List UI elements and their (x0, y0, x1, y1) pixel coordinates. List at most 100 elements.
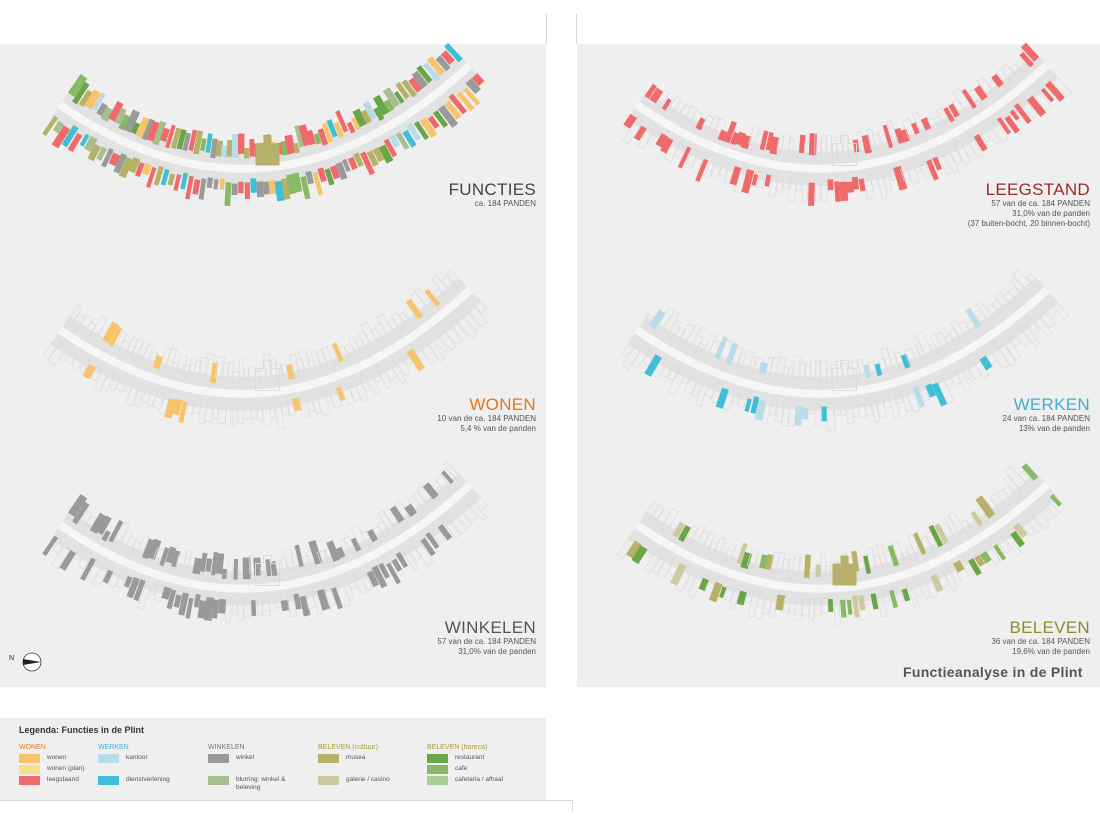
building-plot (1010, 530, 1025, 548)
legend-item: winkel (208, 754, 298, 764)
building-plot (100, 371, 116, 394)
building-plot (383, 99, 395, 113)
building-plot (123, 536, 137, 554)
building-plot (388, 134, 401, 148)
building-plot (769, 356, 782, 378)
building-plot (673, 143, 687, 159)
building-plot (66, 351, 78, 365)
building-plot (237, 599, 245, 621)
building-plot (96, 102, 109, 117)
building-plot (317, 167, 327, 183)
building-plot (684, 525, 698, 544)
building-plot (456, 91, 475, 112)
building-plot (449, 319, 468, 340)
building-plot (1039, 311, 1056, 329)
church-block (255, 555, 280, 586)
building-plot (300, 175, 311, 200)
building-plot (622, 120, 642, 145)
building-plot (224, 182, 232, 207)
building-plot (178, 592, 189, 616)
building-plot (244, 367, 250, 380)
building-plot (211, 402, 220, 420)
building-plot (874, 363, 883, 377)
label-wonen: WONEN 10 van de ca. 184 PANDEN 5,4 % van… (437, 395, 536, 434)
building-plot (1043, 304, 1057, 319)
building-plot (979, 355, 993, 371)
building-plot (435, 474, 451, 492)
building-plot (925, 383, 936, 398)
building-plot (649, 87, 664, 104)
building-plot (231, 183, 238, 196)
building-plot (1045, 80, 1065, 102)
building-plot (875, 398, 888, 419)
building-plot (170, 127, 182, 149)
building-plot (912, 532, 927, 556)
church-block (832, 555, 857, 586)
building-plot (176, 129, 187, 150)
building-plot (718, 163, 729, 178)
building-plot (67, 305, 83, 324)
legend: Legenda: Functies in de Plint WONEN wonen… (0, 718, 546, 800)
legend-item: wonen (19, 754, 85, 764)
building-plot (891, 541, 906, 565)
legend-group: WERKEN kantoor dienstverlening (98, 744, 170, 787)
building-plot (61, 124, 79, 148)
building-plot (974, 309, 988, 326)
legend-swatch (19, 765, 40, 774)
building-plot (353, 380, 369, 402)
building-plot (888, 168, 897, 181)
building-plot (199, 552, 208, 572)
building-plot (210, 138, 218, 159)
building-plot (169, 361, 180, 376)
building-plot (391, 558, 403, 572)
building-plot (926, 159, 939, 181)
building-plot (80, 557, 96, 581)
building-plot (642, 350, 656, 367)
building-plot (1003, 339, 1022, 361)
building-plot (459, 503, 479, 523)
building-plot (1004, 465, 1027, 490)
building-plot (622, 345, 642, 370)
building-plot (730, 544, 743, 563)
building-plot (226, 362, 235, 385)
building-plot (911, 159, 922, 174)
building-plot (1020, 42, 1040, 62)
building-plot (702, 530, 716, 552)
building-plot (147, 538, 162, 560)
title-winkelen: WINKELEN (444, 618, 536, 637)
building-plot (137, 585, 151, 610)
building-plot (864, 593, 871, 605)
building-plot (383, 87, 401, 108)
building-plot (667, 319, 682, 340)
building-plot (701, 114, 715, 131)
building-plot (914, 331, 933, 357)
building-plot (895, 588, 904, 603)
divider (546, 14, 547, 44)
building-plot (880, 347, 895, 373)
building-plot (901, 588, 911, 602)
building-plot (308, 539, 323, 565)
building-plot (672, 521, 686, 538)
building-plot (132, 383, 146, 408)
north-arrow-icon: N (9, 652, 42, 672)
building-plot (809, 133, 817, 156)
building-plot (67, 493, 88, 518)
building-plot (794, 602, 804, 621)
legend-label: wonen (47, 754, 67, 761)
building-plot (996, 488, 1014, 508)
building-plot (643, 549, 662, 574)
sub-werken-2: 13% van de panden (1018, 424, 1090, 433)
building-plot (280, 599, 290, 612)
building-plot (935, 570, 950, 589)
building-plot (835, 360, 844, 381)
building-plot (389, 505, 405, 523)
building-plot (350, 537, 362, 552)
building-plot (886, 347, 900, 373)
building-plot (815, 564, 821, 578)
building-plot (358, 330, 372, 349)
building-plot (114, 107, 127, 125)
building-plot (52, 120, 65, 134)
building-plot (868, 361, 877, 375)
map-winkelen (42, 461, 489, 623)
building-plot (1026, 95, 1047, 117)
